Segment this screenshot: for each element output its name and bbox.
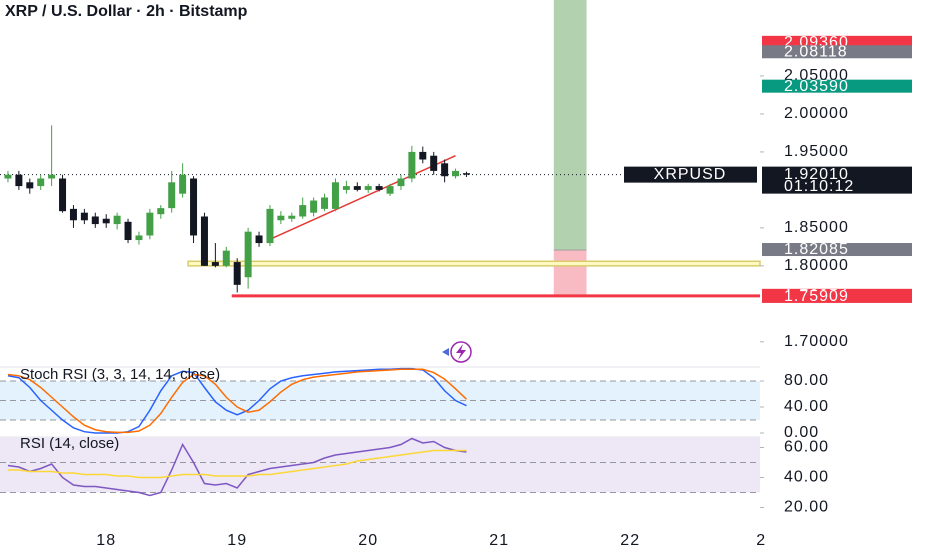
candle-body [452,170,460,177]
chart-title: XRP / U.S. Dollar · 2h · Bitstamp [5,3,248,20]
candle-body [48,174,56,179]
support-zone [187,260,761,267]
indicator-line [7,449,467,479]
candle-body [364,186,372,190]
candle-body [408,151,416,179]
price-label-box [762,289,912,303]
y-tick-label: 2.00000 [784,105,849,122]
position-target-zone [553,0,587,251]
indicator-title: RSI (14, close) [20,435,119,452]
candle-body [266,208,274,244]
candle-body [15,174,23,187]
price-label: 1.82085 [784,241,849,258]
indicator-title: Stoch RSI (3, 3, 14, 14, close) [20,366,220,383]
candle-body [211,262,219,266]
y-tick-label: 40.00 [784,469,829,486]
symbol-box [624,166,757,183]
price-label-box [762,45,912,59]
price-label: 1.75909 [784,288,849,305]
y-tick-label: 1.85000 [784,219,849,236]
candle-body [353,186,361,190]
candle-body [80,212,88,221]
candle-body [135,235,143,241]
y-tick-label: 1.80000 [784,257,849,274]
candle-body [146,212,154,236]
x-tick-label: 2 [756,532,766,549]
candle-body [244,231,252,278]
candle-body [69,208,77,221]
candle-body [386,186,394,194]
candle-body [255,235,263,244]
y-tick-label: 40.00 [784,398,829,415]
trendline [269,155,456,240]
x-tick-label: 19 [227,532,247,549]
symbol-label: XRPUSD [654,166,727,183]
candle-body [222,250,230,266]
indicator-band [0,437,760,493]
last-price-box [762,166,912,194]
x-tick-label: 21 [489,532,509,549]
candle-body [179,174,187,194]
x-tick-label: 20 [358,532,378,549]
candle-body [397,178,405,187]
indicator-line [7,368,467,434]
y-tick-label: 1.95000 [784,143,849,160]
candle-body [168,182,176,209]
candle-body [59,178,67,212]
candle-body [462,173,470,175]
position-stop-zone [553,250,587,296]
candle-body [190,178,198,236]
candle-body [102,218,110,224]
candle-body [157,208,165,215]
price-label-box [762,79,912,93]
x-tick-label: 22 [620,532,640,549]
candle-body [375,186,383,190]
candle-body [331,182,339,209]
indicator-line [7,437,467,497]
candle-body [419,151,427,160]
candle-body [441,163,449,177]
candle-body [37,178,45,187]
y-tick-label: 60.00 [784,439,829,456]
candle-body [288,215,296,219]
candle-body [299,205,307,217]
y-tick-label: 20.00 [784,499,829,516]
candle-body [310,200,318,213]
candle-body [200,216,208,266]
price-label-box [762,243,912,257]
last-price-label: 1.92010 [784,166,849,183]
candle-body [26,182,34,189]
candle-body [321,197,329,209]
candle-body [124,221,132,241]
candle-body [430,155,438,171]
price-label: 2.08118 [784,43,848,60]
countdown-label: 01:10:12 [784,178,854,195]
candle-body [277,215,285,221]
candle-body [342,186,350,190]
lightning-icon [442,341,472,363]
candle-body [4,174,12,179]
y-tick-label: 1.70000 [784,333,849,350]
candle-body [233,262,241,285]
price-label: 2.03590 [784,78,849,95]
candle-body [113,215,121,225]
y-tick-label: 0.00 [784,424,819,441]
y-tick-label: 80.00 [784,372,829,389]
x-tick-label: 18 [96,532,116,549]
candle-body [91,216,99,225]
